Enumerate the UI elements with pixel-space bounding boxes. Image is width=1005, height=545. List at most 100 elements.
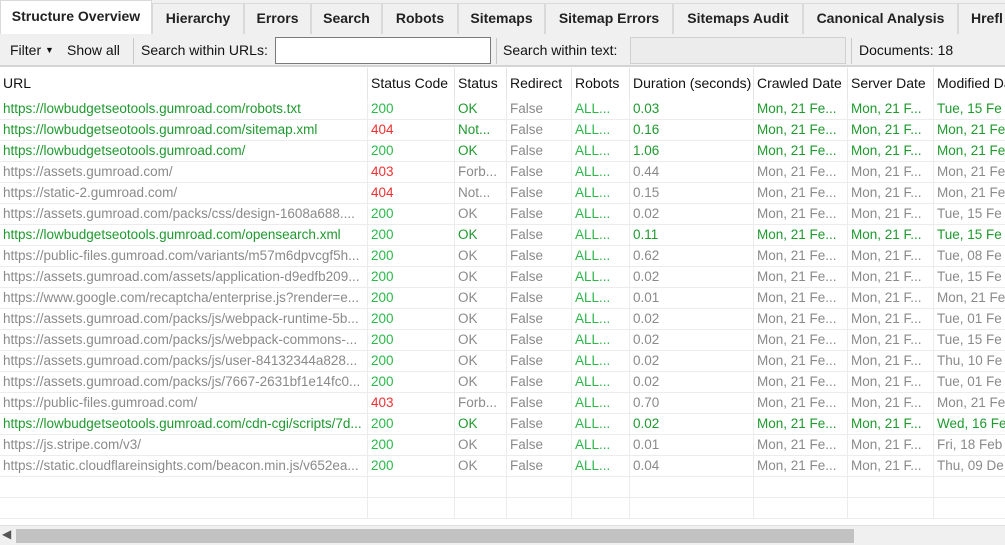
table-row[interactable]: https://js.stripe.com/v3/200 OK False ALL..… xyxy=(0,435,1005,456)
tab-sitemap-errors[interactable]: Sitemap Errors xyxy=(545,3,673,34)
cell-redirect: False xyxy=(507,288,572,309)
divider xyxy=(496,38,497,64)
divider xyxy=(133,38,134,64)
table-row[interactable]: https://static.cloudflareinsights.com/be… xyxy=(0,456,1005,477)
empty-row xyxy=(0,498,1005,519)
cell-url: https://assets.gumroad.com/ xyxy=(0,162,368,183)
column-header-robots[interactable]: Robots xyxy=(572,68,630,99)
table-row[interactable]: https://lowbudgetseotools.gumroad.com/op… xyxy=(0,225,1005,246)
cell-modified-date: Mon, 21 Fe xyxy=(934,393,1005,414)
cell-url: https://assets.gumroad.com/packs/js/webp… xyxy=(0,330,368,351)
table-row[interactable]: https://assets.gumroad.com/packs/js/webp… xyxy=(0,330,1005,351)
table-row[interactable]: https://assets.gumroad.com/403 Forb... Fal… xyxy=(0,162,1005,183)
table-row[interactable]: https://assets.gumroad.com/packs/js/user… xyxy=(0,351,1005,372)
cell-status-code: 200 xyxy=(368,456,455,477)
tab-canonical-analysis[interactable]: Canonical Analysis xyxy=(803,3,958,34)
cell-status xyxy=(455,498,507,519)
cell-robots: ALL... xyxy=(572,372,630,393)
cell-url: https://assets.gumroad.com/packs/css/des… xyxy=(0,204,368,225)
table-row[interactable]: https://public-files.gumroad.com/variant… xyxy=(0,246,1005,267)
cell-crawled-date: Mon, 21 Fe... xyxy=(754,372,848,393)
cell-redirect: False xyxy=(507,330,572,351)
column-header-duration[interactable]: Duration (seconds) xyxy=(630,68,754,99)
cell-modified-date: Thu, 09 De xyxy=(934,456,1005,477)
cell-redirect: False xyxy=(507,141,572,162)
tab-errors[interactable]: Errors xyxy=(244,3,311,34)
tab-sitemaps[interactable]: Sitemaps xyxy=(458,3,545,34)
cell-robots: ALL... xyxy=(572,288,630,309)
horizontal-scrollbar[interactable]: ◀ xyxy=(0,525,1005,545)
cell-redirect: False xyxy=(507,456,572,477)
cell-duration: 0.15 xyxy=(630,183,754,204)
cell-duration: 0.03 xyxy=(630,99,754,120)
table-row[interactable]: https://static-2.gumroad.com/404 Not... Fa… xyxy=(0,183,1005,204)
table-row[interactable]: https://public-files.gumroad.com/403 Forb… xyxy=(0,393,1005,414)
cell-status-code: 403 xyxy=(368,393,455,414)
table-row[interactable]: https://assets.gumroad.com/packs/css/des… xyxy=(0,204,1005,225)
table-row[interactable]: https://assets.gumroad.com/packs/js/webp… xyxy=(0,309,1005,330)
cell-duration: 0.70 xyxy=(630,393,754,414)
column-header-status[interactable]: Status xyxy=(455,68,507,99)
cell-robots: ALL... xyxy=(572,246,630,267)
cell-url: https://static-2.gumroad.com/ xyxy=(0,183,368,204)
column-header-server-date[interactable]: Server Date xyxy=(848,68,934,99)
cell-robots: ALL... xyxy=(572,393,630,414)
cell-server-date: Mon, 21 F... xyxy=(848,435,934,456)
cell-url: https://lowbudgetseotools.gumroad.com/ro… xyxy=(0,99,368,120)
cell-redirect xyxy=(507,498,572,519)
table-row[interactable]: https://lowbudgetseotools.gumroad.com/si… xyxy=(0,120,1005,141)
cell-modified-date: Mon, 21 Fe xyxy=(934,141,1005,162)
cell-status: OK xyxy=(455,309,507,330)
cell-crawled-date: Mon, 21 Fe... xyxy=(754,351,848,372)
column-header-modified-date[interactable]: Modified Da xyxy=(934,68,1005,99)
table-row[interactable]: https://assets.gumroad.com/assets/applic… xyxy=(0,267,1005,288)
column-header-status-code[interactable]: Status Code xyxy=(368,68,455,99)
cell-robots: ALL... xyxy=(572,456,630,477)
cell-url: https://lowbudgetseotools.gumroad.com/cd… xyxy=(0,414,368,435)
search-urls-label: Search within URLs: xyxy=(141,42,268,58)
cell-modified-date: Wed, 16 Fe xyxy=(934,414,1005,435)
documents-count: Documents: 18 xyxy=(859,42,954,58)
search-text-input[interactable] xyxy=(630,37,846,64)
filter-dropdown[interactable]: Filter ▼ xyxy=(10,42,54,58)
cell-server-date xyxy=(848,498,934,519)
cell-server-date: Mon, 21 F... xyxy=(848,183,934,204)
cell-crawled-date: Mon, 21 Fe... xyxy=(754,204,848,225)
cell-redirect: False xyxy=(507,267,572,288)
tab-robots[interactable]: Robots xyxy=(382,3,458,34)
cell-crawled-date: Mon, 21 Fe... xyxy=(754,162,848,183)
cell-duration: 0.11 xyxy=(630,225,754,246)
cell-status: OK xyxy=(455,435,507,456)
cell-robots: ALL... xyxy=(572,225,630,246)
table-row[interactable]: https://assets.gumroad.com/packs/js/7667… xyxy=(0,372,1005,393)
cell-crawled-date: Mon, 21 Fe... xyxy=(754,267,848,288)
tab-search[interactable]: Search xyxy=(311,3,382,34)
table-row[interactable]: https://lowbudgetseotools.gumroad.com/20… xyxy=(0,141,1005,162)
tab-hierarchy[interactable]: Hierarchy xyxy=(152,3,244,34)
tab-sitemaps-audit[interactable]: Sitemaps Audit xyxy=(673,3,803,34)
cell-redirect: False xyxy=(507,99,572,120)
cell-modified-date: Tue, 15 Fe xyxy=(934,267,1005,288)
cell-redirect: False xyxy=(507,225,572,246)
cell-server-date: Mon, 21 F... xyxy=(848,393,934,414)
search-urls-input[interactable] xyxy=(275,37,491,64)
table-row[interactable]: https://lowbudgetseotools.gumroad.com/cd… xyxy=(0,414,1005,435)
cell-server-date: Mon, 21 F... xyxy=(848,267,934,288)
tab-structure-overview[interactable]: Structure Overview xyxy=(0,0,152,34)
cell-status-code: 404 xyxy=(368,183,455,204)
show-all-button[interactable]: Show all xyxy=(67,42,120,58)
scroll-left-icon[interactable]: ◀ xyxy=(2,527,12,541)
cell-server-date: Mon, 21 F... xyxy=(848,372,934,393)
scrollbar-thumb[interactable] xyxy=(16,529,854,543)
cell-url: https://assets.gumroad.com/packs/js/webp… xyxy=(0,309,368,330)
search-text-label: Search within text: xyxy=(503,42,618,58)
cell-server-date: Mon, 21 F... xyxy=(848,351,934,372)
column-header-redirect[interactable]: Redirect xyxy=(507,68,572,99)
cell-duration: 0.02 xyxy=(630,330,754,351)
table-row[interactable]: https://lowbudgetseotools.gumroad.com/ro… xyxy=(0,99,1005,120)
column-header-url[interactable]: URL xyxy=(0,68,368,99)
toolbar: Filter ▼ Show all Search within URLs: Se… xyxy=(0,34,1005,67)
table-row[interactable]: https://www.google.com/recaptcha/enterpr… xyxy=(0,288,1005,309)
column-header-crawled-date[interactable]: Crawled Date xyxy=(754,68,848,99)
tab-hrefl[interactable]: Hrefl xyxy=(958,3,1005,34)
